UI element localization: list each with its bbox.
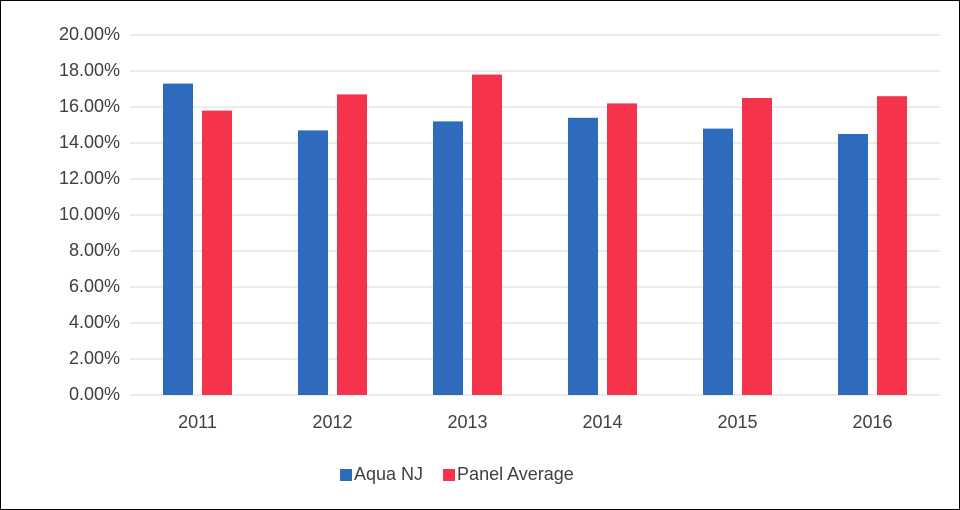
y-tick-label: 6.00% (69, 276, 120, 296)
bar (433, 121, 463, 396)
y-tick-label: 12.00% (59, 168, 120, 188)
y-tick-label: 20.00% (59, 24, 120, 44)
legend-swatch (443, 469, 456, 481)
y-tick-label: 10.00% (59, 204, 120, 224)
x-tick-label: 2011 (178, 412, 217, 432)
y-tick-label: 14.00% (59, 132, 120, 152)
x-tick-label: 2015 (717, 412, 757, 432)
x-tick-label: 2012 (312, 412, 352, 432)
bar (472, 74, 502, 395)
bar (163, 83, 193, 395)
y-tick-label: 2.00% (69, 348, 120, 368)
bar (838, 134, 868, 395)
bar (742, 98, 772, 395)
y-tick-label: 16.00% (59, 96, 120, 116)
bar (607, 103, 637, 396)
legend-label: Aqua NJ (354, 464, 423, 484)
bar (703, 128, 733, 395)
x-tick-label: 2013 (447, 412, 487, 432)
legend-swatch (340, 469, 352, 481)
legend-label: Panel Average (457, 464, 574, 484)
bar (568, 117, 598, 396)
x-tick-label: 2016 (852, 412, 892, 432)
bar (298, 130, 328, 395)
bar (202, 110, 232, 395)
y-tick-label: 8.00% (69, 240, 120, 260)
y-tick-label: 18.00% (59, 60, 120, 80)
bar (337, 94, 367, 396)
bar (877, 96, 907, 395)
y-tick-label: 4.00% (69, 312, 120, 332)
x-tick-label: 2014 (582, 412, 622, 432)
y-tick-label: 0.00% (69, 384, 120, 404)
